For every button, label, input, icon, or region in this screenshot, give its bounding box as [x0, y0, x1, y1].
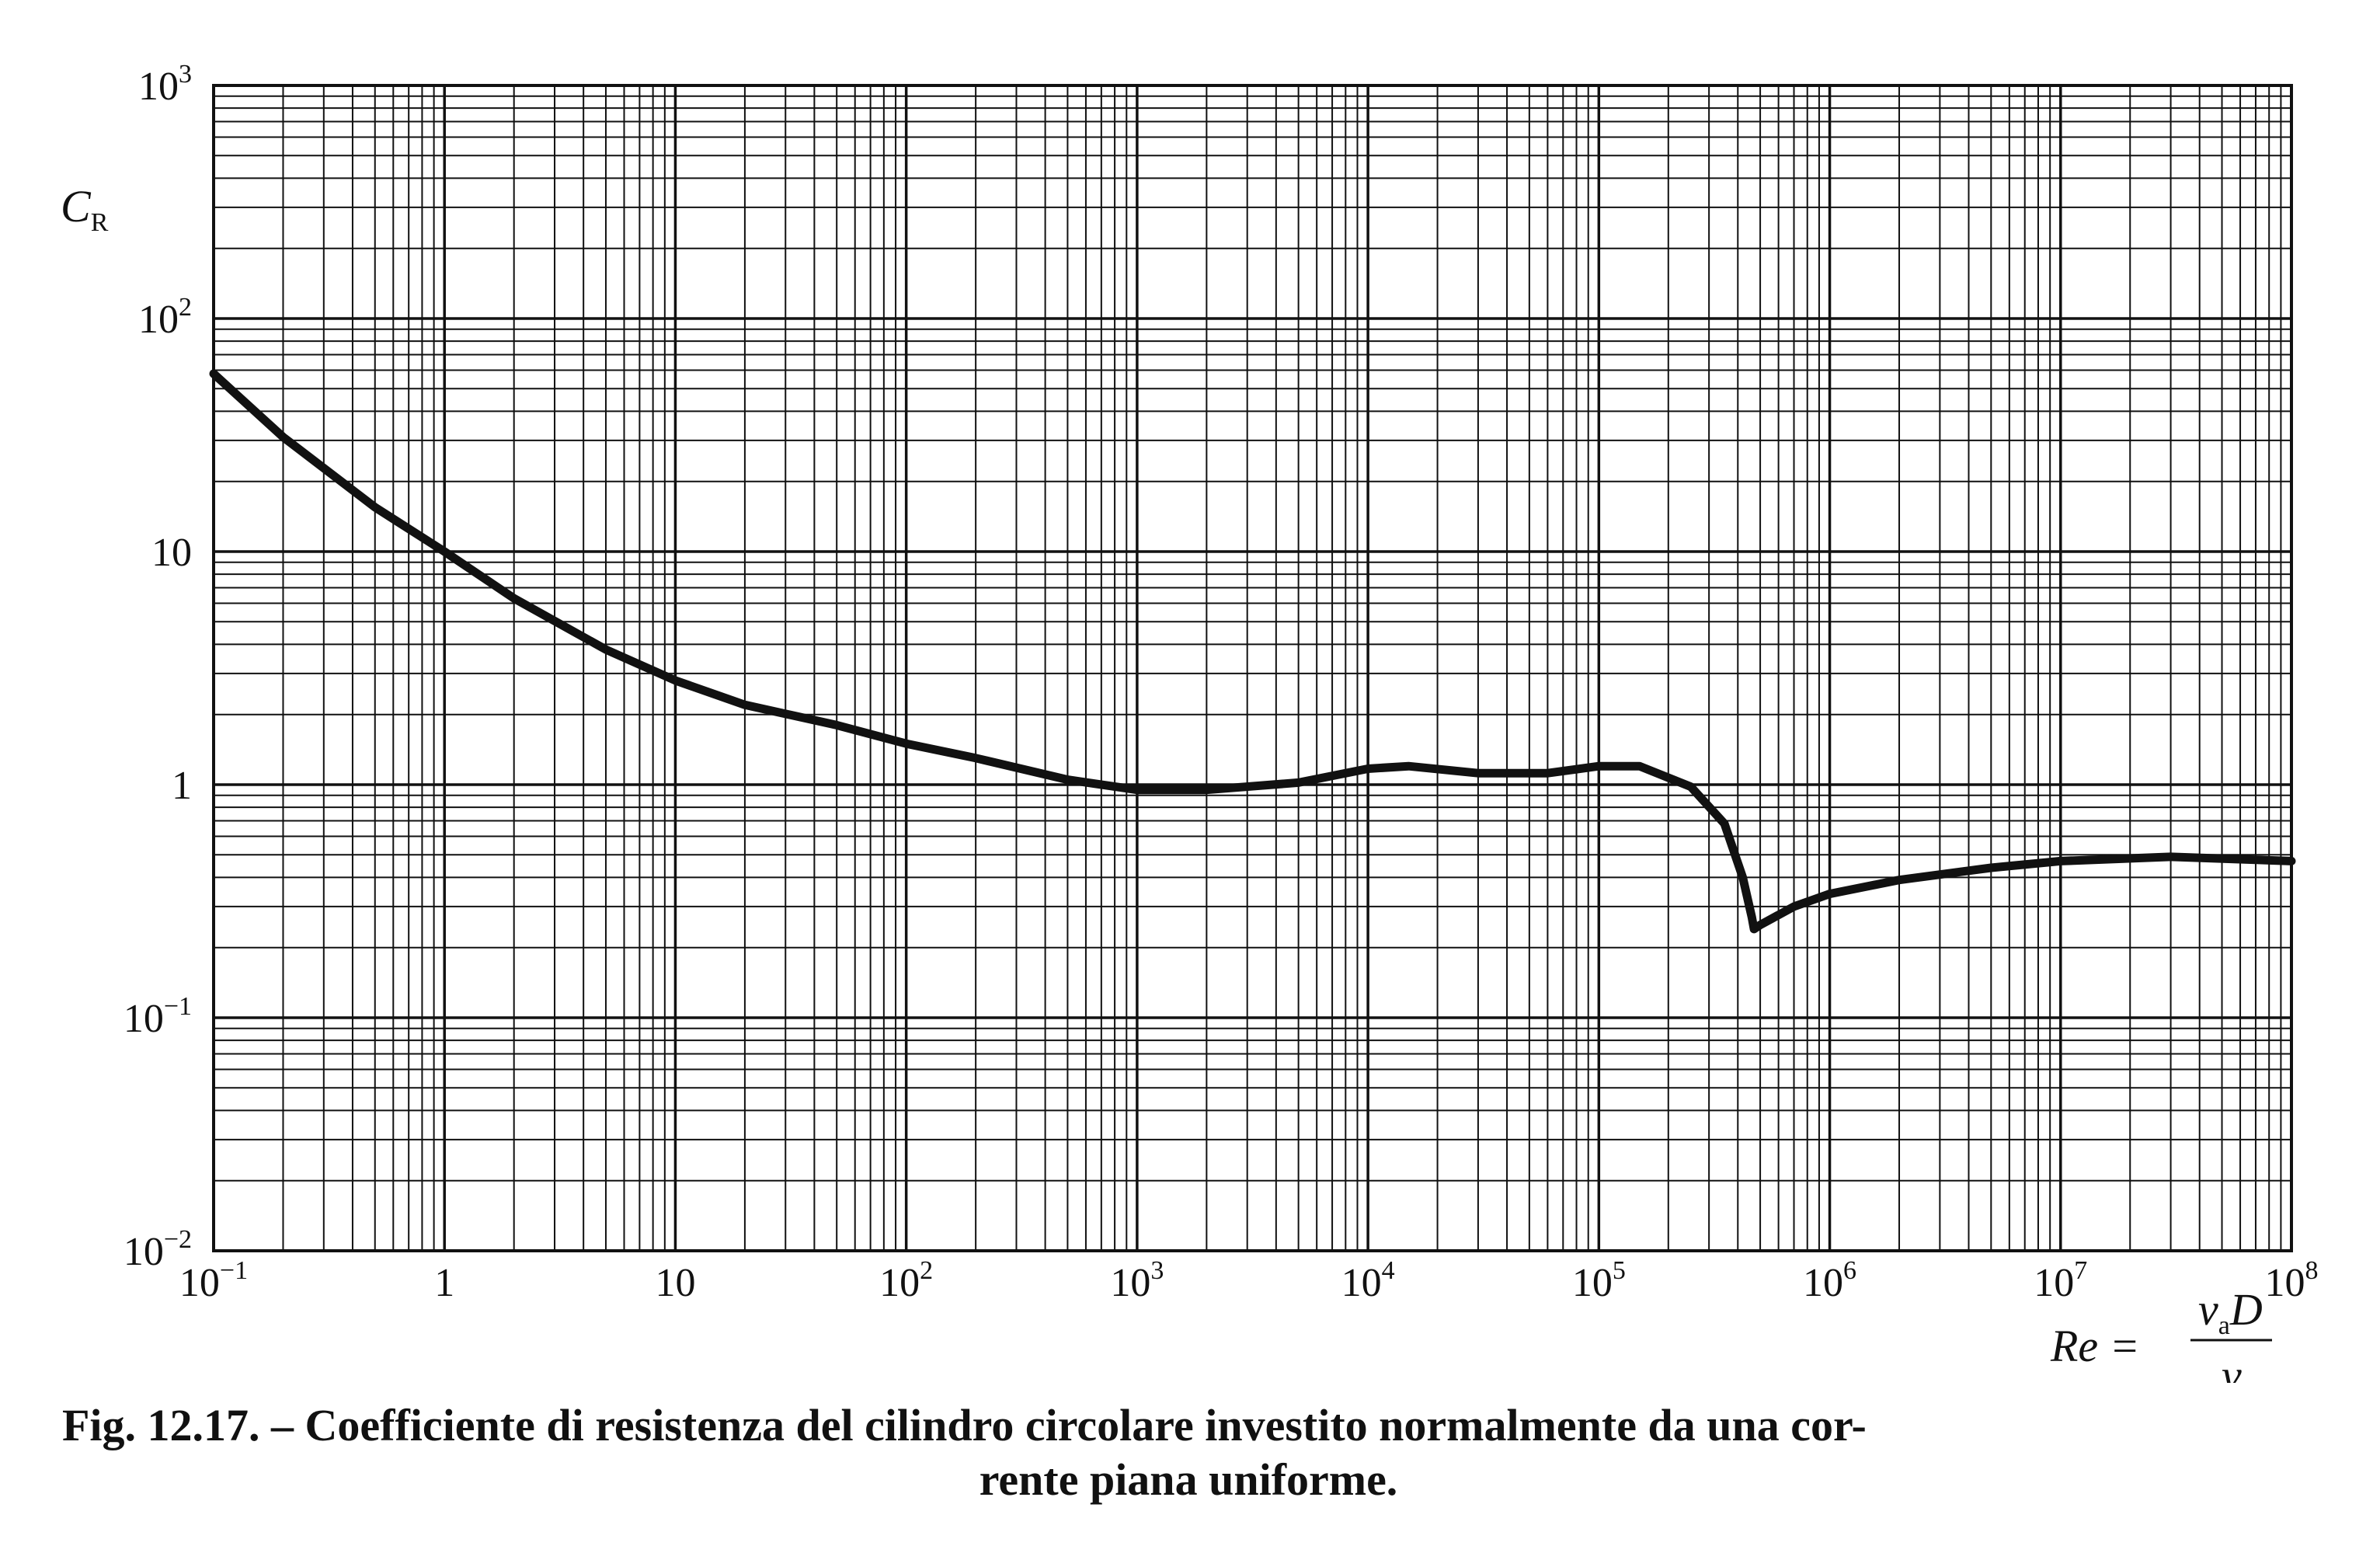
- drag-curve: [209, 369, 2296, 934]
- grid: [212, 85, 2291, 1252]
- y-tick-label: 10−2: [124, 1225, 192, 1274]
- x-axis-title: Re = vaD ν: [2050, 1284, 2272, 1383]
- y-tick-labels: 10−2 10−1 1 10 102 103: [124, 60, 192, 1274]
- y-tick-label: 10−1: [124, 992, 192, 1041]
- svg-text:ν: ν: [2222, 1350, 2242, 1383]
- x-tick-label: 104: [1341, 1256, 1395, 1305]
- x-tick-label: 10: [655, 1261, 695, 1305]
- x-tick-label: 1: [434, 1261, 454, 1305]
- caption-line-2: rente piana uniforme.: [979, 1454, 1398, 1505]
- y-tick-label: 102: [138, 293, 192, 342]
- x-tick-labels: 10−1 1 10 102 103 104 105 106 107 108: [179, 1256, 2319, 1305]
- x-tick-label: 105: [1572, 1256, 1626, 1305]
- caption-line-1: Fig. 12.17. – Coefficiente di resistenza…: [62, 1400, 1867, 1450]
- x-tick-label: 103: [1110, 1256, 1164, 1305]
- x-tick-label: 108: [2265, 1256, 2319, 1305]
- y-axis-title: CR: [61, 181, 109, 237]
- x-tick-label: 106: [1803, 1256, 1856, 1305]
- x-tick-label: 10−1: [179, 1256, 248, 1305]
- x-tick-label: 102: [879, 1256, 933, 1305]
- y-tick-label: 103: [138, 60, 192, 109]
- svg-text:vaD: vaD: [2198, 1284, 2263, 1340]
- svg-text:Re =: Re =: [2050, 1321, 2140, 1371]
- y-tick-label: 1: [172, 764, 192, 808]
- figure-caption: Fig. 12.17. – Coefficiente di resistenza…: [62, 1398, 2315, 1507]
- drag-coefficient-chart: 10−1 1 10 102 103 104 105 106 107 108 10−210−1110…: [61, 60, 2319, 1383]
- x-tick-label: 107: [2034, 1256, 2087, 1305]
- plot-frame: [212, 84, 2293, 1252]
- y-tick-label: 10: [151, 531, 192, 575]
